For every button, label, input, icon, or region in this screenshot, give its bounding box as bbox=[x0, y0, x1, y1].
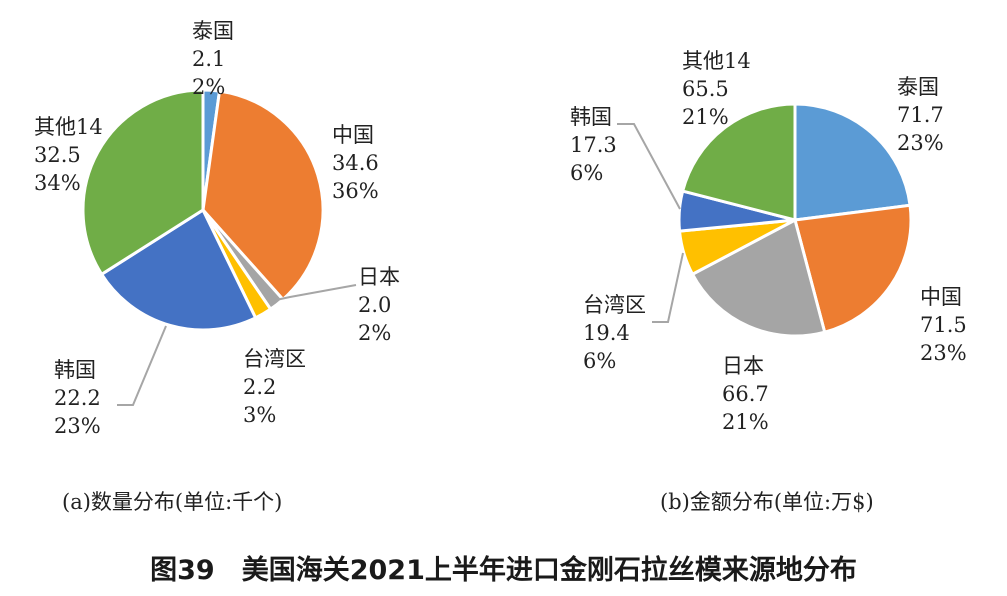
slice-label: 韩国 bbox=[570, 105, 612, 129]
slice-label: 韩国 bbox=[54, 358, 96, 382]
slice-percent: 21% bbox=[722, 410, 769, 434]
caption-b: (b)金额分布(单位:万$) bbox=[660, 490, 874, 514]
slice-percent: 23% bbox=[920, 341, 967, 365]
slice-label: 中国 bbox=[920, 285, 962, 309]
slice-label: 其他14 bbox=[34, 115, 103, 139]
leader-line bbox=[652, 252, 684, 323]
slice-percent: 34% bbox=[34, 171, 81, 195]
leader-line bbox=[117, 325, 167, 406]
slice-value: 65.5 bbox=[682, 77, 729, 101]
leader-line bbox=[275, 284, 357, 301]
slice-percent: 6% bbox=[583, 349, 616, 373]
slice-label: 日本 bbox=[358, 265, 400, 289]
slice-label: 其他14 bbox=[682, 49, 751, 73]
slice-percent: 2% bbox=[192, 75, 225, 99]
caption-a: (a)数量分布(单位:千个) bbox=[62, 490, 283, 514]
slice-percent: 36% bbox=[332, 179, 379, 203]
slice-value: 22.2 bbox=[54, 386, 101, 410]
pie-slice bbox=[99, 207, 258, 332]
slice-value: 66.7 bbox=[722, 382, 769, 406]
slice-label: 中国 bbox=[332, 123, 374, 147]
slice-label: 泰国 bbox=[192, 19, 234, 43]
slice-percent: 23% bbox=[897, 131, 944, 155]
slice-value: 34.6 bbox=[332, 151, 379, 175]
slice-percent: 6% bbox=[570, 161, 603, 185]
slice-label: 日本 bbox=[722, 354, 764, 378]
pie-slice bbox=[793, 102, 912, 222]
slice-value: 2.0 bbox=[358, 293, 391, 317]
slice-value: 2.2 bbox=[243, 375, 276, 399]
slice-value: 19.4 bbox=[583, 321, 630, 345]
slice-label: 台湾区 bbox=[583, 293, 646, 317]
slice-percent: 3% bbox=[243, 403, 276, 427]
slice-percent: 21% bbox=[682, 105, 729, 129]
slice-percent: 2% bbox=[358, 321, 391, 345]
slice-label: 台湾区 bbox=[243, 347, 306, 371]
leader-line bbox=[617, 123, 681, 210]
pie-slice bbox=[690, 217, 827, 338]
slice-value: 71.7 bbox=[897, 103, 944, 127]
slice-value: 17.3 bbox=[570, 133, 617, 157]
pie-slice bbox=[680, 102, 797, 222]
figure-title: 图39 美国海关2021上半年进口金刚石拉丝模来源地分布 bbox=[150, 555, 857, 586]
slice-value: 71.5 bbox=[920, 313, 967, 337]
pie-slice bbox=[793, 203, 913, 334]
slice-value: 2.1 bbox=[192, 47, 225, 71]
pie-slice bbox=[201, 89, 325, 302]
slice-percent: 23% bbox=[54, 414, 101, 438]
slice-label: 泰国 bbox=[897, 75, 939, 99]
pie-slice bbox=[81, 88, 205, 277]
slice-value: 32.5 bbox=[34, 143, 81, 167]
